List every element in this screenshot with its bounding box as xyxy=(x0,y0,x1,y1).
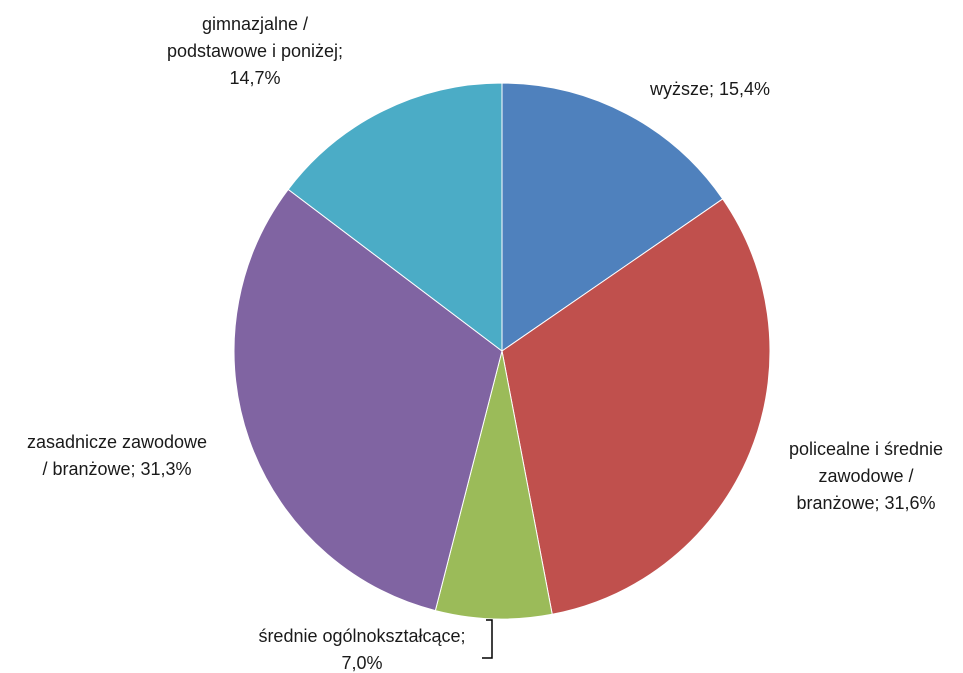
slice-labels: wyższe; 15,4% policealne i średnie zawodow… xyxy=(27,14,943,673)
data-label-line: wyższe; 15,4% xyxy=(649,79,770,99)
data-label-zasadnicze-zawodowe-branzowe: zasadnicze zawodowe / branżowe; 31,3% xyxy=(27,432,207,479)
data-label-srednie-ogolnoksztalcace: średnie ogólnokształcące; 7,0% xyxy=(258,626,465,673)
data-label-policealne-i-srednie-zawodowe-branzowe: policealne i średnie zawodowe / branżowe; … xyxy=(789,439,943,513)
data-label-line: 7,0% xyxy=(341,653,382,673)
data-label-line: podstawowe i poniżej; xyxy=(167,41,343,61)
data-label-line: zasadnicze zawodowe xyxy=(27,432,207,452)
data-label-line: branżowe; 31,6% xyxy=(796,493,935,513)
data-label-line: gimnazjalne / xyxy=(202,14,308,34)
pie-slice-gimnazjalne-podstawowe-i-ponizej xyxy=(287,82,503,353)
pie-slice-wyzsze xyxy=(501,82,724,352)
data-label-gimnazjalne-podstawowe-i-ponizej: gimnazjalne / podstawowe i poniżej; 14,7% xyxy=(167,14,343,88)
leader-line-srednie-ogolnoksztalcace xyxy=(482,619,493,659)
data-label-line: policealne i średnie xyxy=(789,439,943,459)
data-label-line: zawodowe / xyxy=(818,466,913,486)
pie-slice-srednie-ogolnoksztalcace xyxy=(434,350,553,620)
pie-slice-policealne-i-srednie-zawodowe-branzowe xyxy=(501,198,771,615)
data-label-line: / branżowe; 31,3% xyxy=(42,459,191,479)
data-label-line: średnie ogólnokształcące; xyxy=(258,626,465,646)
pie-slice-zasadnicze-zawodowe-branzowe xyxy=(233,188,503,612)
data-label-line: 14,7% xyxy=(229,68,280,88)
data-label-wyzsze: wyższe; 15,4% xyxy=(649,79,770,99)
pie-slices xyxy=(233,82,771,620)
